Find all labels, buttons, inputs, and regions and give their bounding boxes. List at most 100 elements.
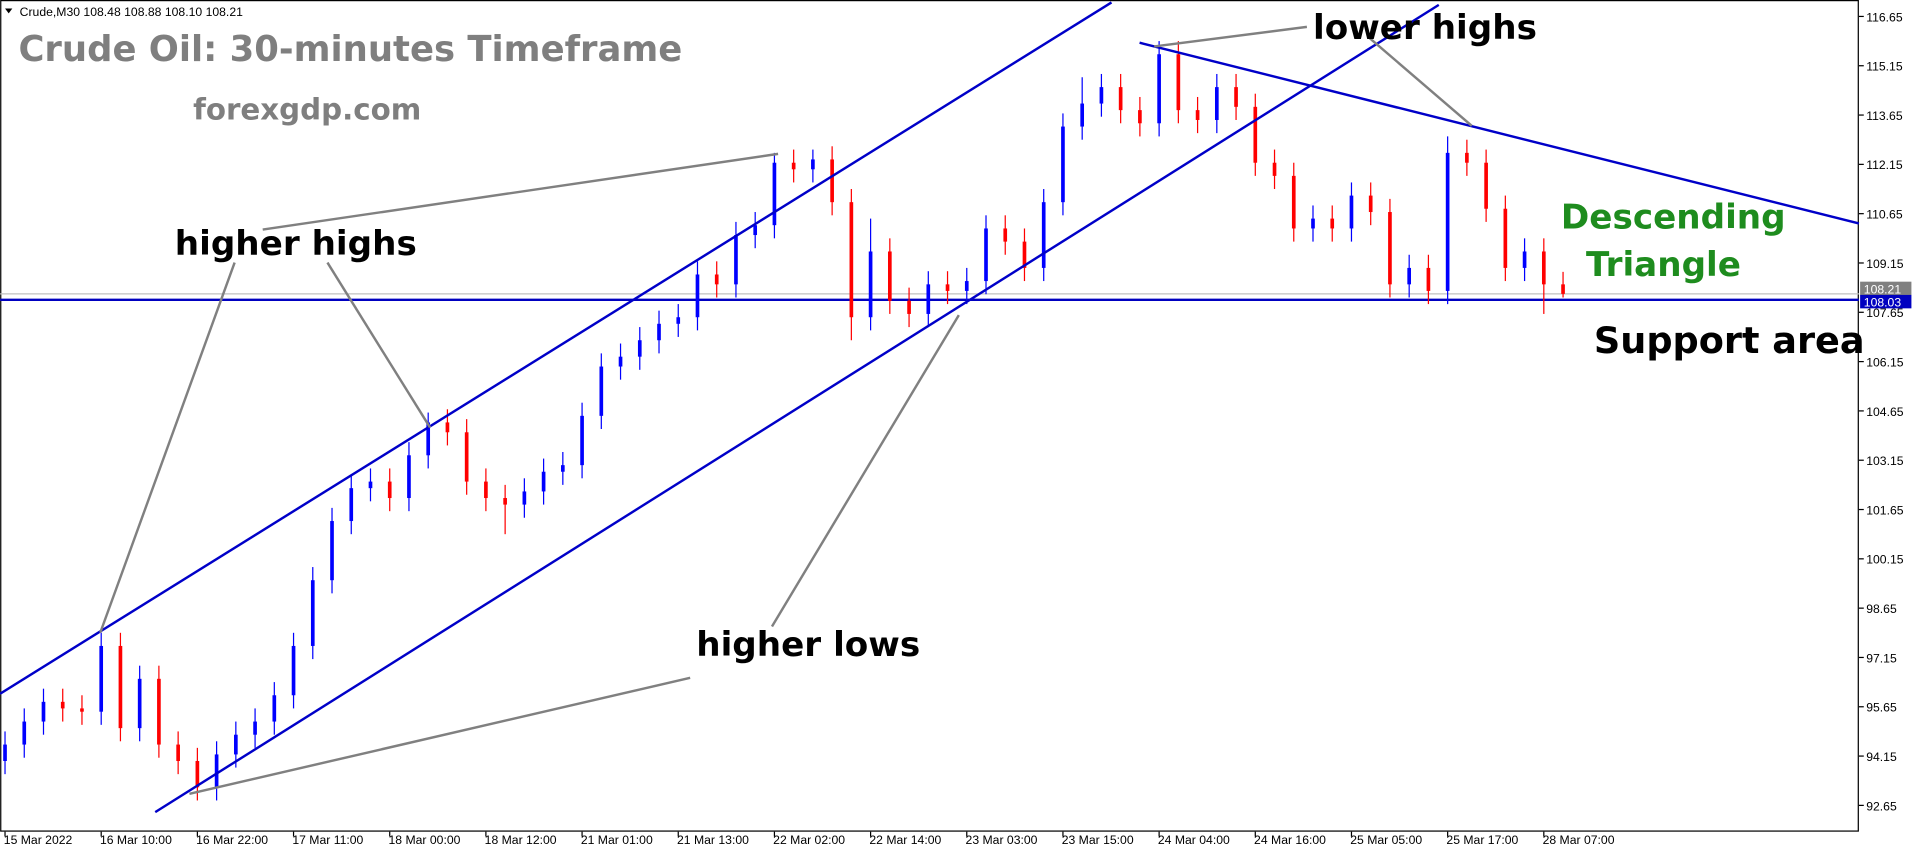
y-tick-label: 94.15 <box>1866 750 1897 764</box>
annotation: higher lows <box>696 625 920 665</box>
candle-body <box>1022 241 1027 268</box>
candle-body <box>1561 284 1565 294</box>
y-tick-label: 101.65 <box>1866 503 1904 517</box>
candle-body <box>1291 175 1296 229</box>
candle-body <box>1099 87 1104 104</box>
y-tick-label: 100.15 <box>1866 553 1904 567</box>
candle-body <box>1407 267 1412 285</box>
candle-body <box>3 744 7 762</box>
candle-body <box>695 274 700 318</box>
pointer <box>189 676 691 796</box>
candle-body <box>753 225 758 236</box>
pointer <box>326 261 432 429</box>
annotation: lower highs <box>1313 8 1537 48</box>
candle-body <box>599 366 604 416</box>
plot-frame <box>0 0 1859 832</box>
pointer <box>1154 25 1308 48</box>
candle-body <box>368 481 373 489</box>
candle-body <box>41 701 46 722</box>
candle-body <box>60 701 65 709</box>
x-tick-label: 15 Mar 2022 <box>4 833 73 847</box>
candle-body <box>464 432 469 482</box>
candle-body <box>1041 202 1046 268</box>
pointer-lines <box>99 25 1473 796</box>
x-tick-label: 24 Mar 04:00 <box>1158 833 1230 847</box>
lower-channel <box>154 3 1440 814</box>
candle-body <box>1541 251 1546 285</box>
candle-body <box>580 415 584 466</box>
candle-body <box>330 521 334 581</box>
x-tick-label: 17 Mar 11:00 <box>292 833 363 847</box>
candle-body <box>1426 267 1431 291</box>
candle-body <box>714 274 719 285</box>
candle-body <box>964 281 969 291</box>
y-tick-label: 115.15 <box>1866 60 1903 74</box>
pointer <box>1367 35 1473 127</box>
y-tick-label: 92.65 <box>1866 799 1897 813</box>
candle-body <box>407 455 411 499</box>
price-layer <box>0 41 1859 801</box>
candle-body <box>657 323 661 341</box>
y-tick-label: 104.65 <box>1866 405 1904 419</box>
candle-body <box>907 300 911 314</box>
candle-body <box>561 465 565 472</box>
candle-body <box>1330 218 1335 229</box>
x-tick-label: 25 Mar 05:00 <box>1350 833 1422 847</box>
candle-body <box>272 695 277 722</box>
x-tick-label: 23 Mar 15:00 <box>1062 833 1134 847</box>
symbol-info: Crude,M30 108.48 108.88 108.10 108.21 <box>20 5 243 19</box>
candle-body <box>349 488 354 522</box>
candle-body <box>522 491 527 505</box>
y-tick-label: 109.15 <box>1866 257 1904 271</box>
candle-body <box>176 744 180 762</box>
candle-body <box>1465 152 1469 163</box>
candle-body <box>137 678 142 729</box>
candle-body <box>887 251 892 301</box>
annotation: Triangle <box>1586 245 1741 285</box>
x-tick-label: 24 Mar 16:00 <box>1254 833 1326 847</box>
candle-body <box>387 481 392 499</box>
y-tick-label: 98.65 <box>1866 602 1897 616</box>
candle-body <box>118 645 123 729</box>
candle-body <box>99 645 104 712</box>
price-tag <box>1860 281 1912 296</box>
candle-body <box>1118 87 1123 111</box>
price-tag-label: 108.03 <box>1864 296 1902 310</box>
candle-body <box>157 678 161 745</box>
candle-body <box>1253 106 1258 163</box>
x-tick-label: 22 Mar 02:00 <box>773 833 845 847</box>
candle-body <box>734 235 738 285</box>
candle-body <box>1349 195 1354 229</box>
candle-body <box>676 317 681 324</box>
candle-body <box>503 498 507 505</box>
y-tick-label: 112.15 <box>1866 158 1903 172</box>
x-tick-label: 25 Mar 17:00 <box>1446 833 1518 847</box>
y-tick-label: 106.15 <box>1866 355 1904 369</box>
candle-body <box>1195 110 1200 120</box>
candle-body <box>1157 54 1161 124</box>
candle-body <box>618 356 623 367</box>
annotation: Support area <box>1594 319 1865 362</box>
y-tick-label: 107.65 <box>1866 306 1904 320</box>
y-tick-label: 103.15 <box>1866 454 1904 468</box>
descending-line <box>1139 41 1860 225</box>
candle-body <box>1311 218 1315 229</box>
y-tick-label: 97.15 <box>1866 651 1897 665</box>
chart-subtitle: forexgdp.com <box>193 93 421 127</box>
chart-title: Crude Oil: 30-minutes Timeframe <box>18 29 682 70</box>
candle-body <box>214 754 219 788</box>
candle-body <box>310 580 315 646</box>
x-tick-label: 18 Mar 00:00 <box>389 833 461 847</box>
x-tick-label: 18 Mar 12:00 <box>485 833 557 847</box>
candle-body <box>1061 126 1065 203</box>
candle-body <box>445 422 450 433</box>
candle-body <box>234 734 238 755</box>
trend-lines <box>0 1 1860 814</box>
candle-body <box>830 159 834 203</box>
price-tag <box>1860 294 1912 309</box>
candle-body <box>1388 212 1392 285</box>
candle-body <box>772 162 777 226</box>
pointer <box>99 262 236 634</box>
